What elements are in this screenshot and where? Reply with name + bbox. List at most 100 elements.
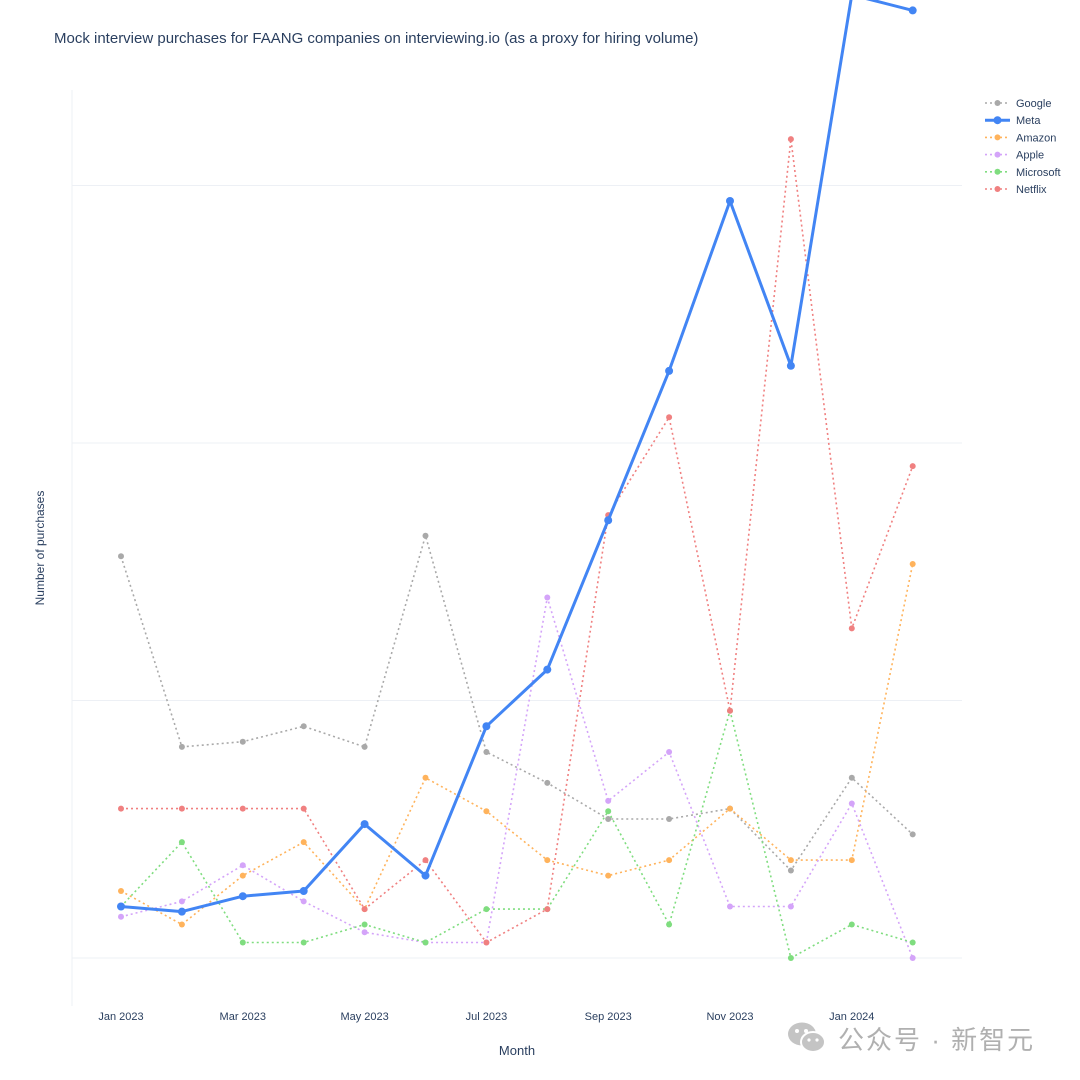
data-point-netflix[interactable] xyxy=(787,136,794,143)
data-point-google[interactable] xyxy=(300,723,307,730)
data-point-apple[interactable] xyxy=(848,800,855,807)
data-point-microsoft[interactable] xyxy=(848,921,855,928)
wechat-icon xyxy=(788,1022,826,1053)
data-point-microsoft[interactable] xyxy=(361,921,368,928)
data-point-google[interactable] xyxy=(239,738,246,745)
data-point-amazon[interactable] xyxy=(848,857,855,864)
data-point-netflix[interactable] xyxy=(361,906,368,913)
legend-marker xyxy=(994,186,1001,192)
data-point-amazon[interactable] xyxy=(727,805,733,812)
legend-marker xyxy=(993,116,1002,125)
legend-item-netflix[interactable]: Netflix xyxy=(985,184,1047,196)
legend-marker xyxy=(994,151,1001,158)
data-point-microsoft[interactable] xyxy=(422,939,429,946)
data-point-microsoft[interactable] xyxy=(787,955,794,961)
data-point-meta[interactable] xyxy=(299,887,308,896)
data-point-amazon[interactable] xyxy=(118,888,124,895)
series-line-meta xyxy=(120,0,914,914)
legend-item-meta[interactable]: Meta xyxy=(985,115,1041,127)
data-point-google[interactable] xyxy=(361,743,368,750)
data-point-amazon[interactable] xyxy=(483,808,490,815)
data-point-microsoft[interactable] xyxy=(239,939,246,946)
legend-marker xyxy=(994,168,1001,175)
grid-lines xyxy=(72,185,962,959)
data-point-amazon[interactable] xyxy=(605,872,612,879)
data-point-netflix[interactable] xyxy=(178,805,185,812)
data-point-amazon[interactable] xyxy=(422,774,429,781)
data-point-microsoft[interactable] xyxy=(483,906,490,913)
data-point-apple[interactable] xyxy=(239,862,246,869)
data-point-google[interactable] xyxy=(666,815,673,822)
data-point-apple[interactable] xyxy=(727,903,733,910)
data-point-microsoft[interactable] xyxy=(178,839,185,846)
data-point-meta[interactable] xyxy=(482,722,491,731)
data-point-meta[interactable] xyxy=(786,361,795,370)
x-tick-label: Sep 2023 xyxy=(585,1011,632,1023)
data-point-amazon[interactable] xyxy=(787,857,794,864)
data-point-netflix[interactable] xyxy=(544,906,551,913)
data-point-netflix[interactable] xyxy=(422,857,429,864)
data-point-meta[interactable] xyxy=(908,6,917,15)
data-point-meta[interactable] xyxy=(117,902,125,911)
data-point-netflix[interactable] xyxy=(483,939,490,946)
series-meta xyxy=(117,0,917,916)
series-google xyxy=(118,532,916,874)
legend-label: Microsoft xyxy=(1016,167,1061,179)
data-point-google[interactable] xyxy=(787,867,794,874)
data-point-meta[interactable] xyxy=(604,516,613,525)
y-axis-title: Number of purchases xyxy=(33,491,47,606)
data-point-netflix[interactable] xyxy=(848,625,855,632)
x-tick-label: Mar 2023 xyxy=(220,1011,266,1023)
data-point-netflix[interactable] xyxy=(909,463,916,470)
data-point-amazon[interactable] xyxy=(666,857,673,864)
data-point-netflix[interactable] xyxy=(239,805,246,812)
data-point-google[interactable] xyxy=(605,815,612,822)
legend: Google Meta Amazon Apple Microsoft Netflix xyxy=(985,98,1061,196)
data-point-apple[interactable] xyxy=(178,898,185,905)
data-point-meta[interactable] xyxy=(543,665,552,674)
data-point-google[interactable] xyxy=(422,532,429,539)
data-point-apple[interactable] xyxy=(118,913,124,920)
legend-item-apple[interactable]: Apple xyxy=(985,150,1044,162)
data-point-netflix[interactable] xyxy=(118,805,124,812)
data-point-apple[interactable] xyxy=(787,903,794,910)
data-point-netflix[interactable] xyxy=(666,414,673,421)
data-point-apple[interactable] xyxy=(909,955,916,961)
data-point-google[interactable] xyxy=(178,743,185,750)
x-tick-label: May 2023 xyxy=(340,1011,388,1023)
legend-item-microsoft[interactable]: Microsoft xyxy=(985,167,1061,179)
data-point-amazon[interactable] xyxy=(544,857,551,864)
data-point-apple[interactable] xyxy=(300,898,307,905)
data-point-meta[interactable] xyxy=(177,907,186,916)
legend-item-amazon[interactable]: Amazon xyxy=(985,132,1056,144)
data-point-microsoft[interactable] xyxy=(909,939,916,946)
data-point-netflix[interactable] xyxy=(727,707,733,714)
data-point-apple[interactable] xyxy=(666,749,673,755)
data-point-meta[interactable] xyxy=(360,820,369,829)
data-point-apple[interactable] xyxy=(544,594,551,601)
data-point-microsoft[interactable] xyxy=(666,921,673,928)
data-point-google[interactable] xyxy=(483,749,490,755)
data-point-google[interactable] xyxy=(544,779,551,786)
data-point-microsoft[interactable] xyxy=(300,939,307,946)
data-point-meta[interactable] xyxy=(665,366,674,375)
data-point-apple[interactable] xyxy=(605,797,612,804)
data-point-apple[interactable] xyxy=(361,929,368,936)
data-point-google[interactable] xyxy=(909,831,916,838)
data-point-amazon[interactable] xyxy=(239,872,246,879)
data-point-amazon[interactable] xyxy=(178,921,185,928)
data-point-netflix[interactable] xyxy=(300,805,307,812)
data-point-amazon[interactable] xyxy=(909,561,916,568)
series-line-google xyxy=(120,534,914,872)
data-point-amazon[interactable] xyxy=(300,839,307,846)
series-line-amazon xyxy=(120,563,914,926)
data-point-meta[interactable] xyxy=(726,196,734,205)
legend-item-google[interactable]: Google xyxy=(985,98,1051,110)
data-point-google[interactable] xyxy=(848,774,855,781)
data-point-google[interactable] xyxy=(118,553,124,560)
legend-label: Meta xyxy=(1016,115,1041,127)
data-point-meta[interactable] xyxy=(238,892,247,901)
series-line-netflix xyxy=(121,138,914,944)
data-point-meta[interactable] xyxy=(421,871,430,880)
data-point-microsoft[interactable] xyxy=(605,808,612,815)
